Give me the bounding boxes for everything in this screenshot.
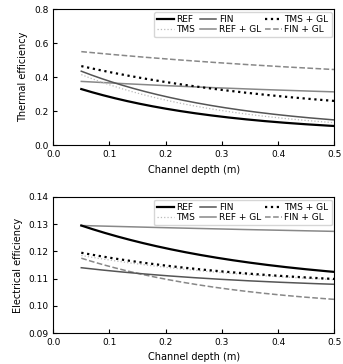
Legend: REF, TMS, FIN, REF + GL, TMS + GL, FIN + GL: REF, TMS, FIN, REF + GL, TMS + GL, FIN +… [154, 12, 332, 37]
X-axis label: Channel depth (m): Channel depth (m) [148, 352, 240, 363]
Y-axis label: Electrical efficiency: Electrical efficiency [13, 217, 23, 313]
Y-axis label: Thermal efficiency: Thermal efficiency [19, 32, 28, 122]
X-axis label: Channel depth (m): Channel depth (m) [148, 165, 240, 175]
Legend: REF, TMS, FIN, REF + GL, TMS + GL, FIN + GL: REF, TMS, FIN, REF + GL, TMS + GL, FIN +… [154, 199, 332, 225]
